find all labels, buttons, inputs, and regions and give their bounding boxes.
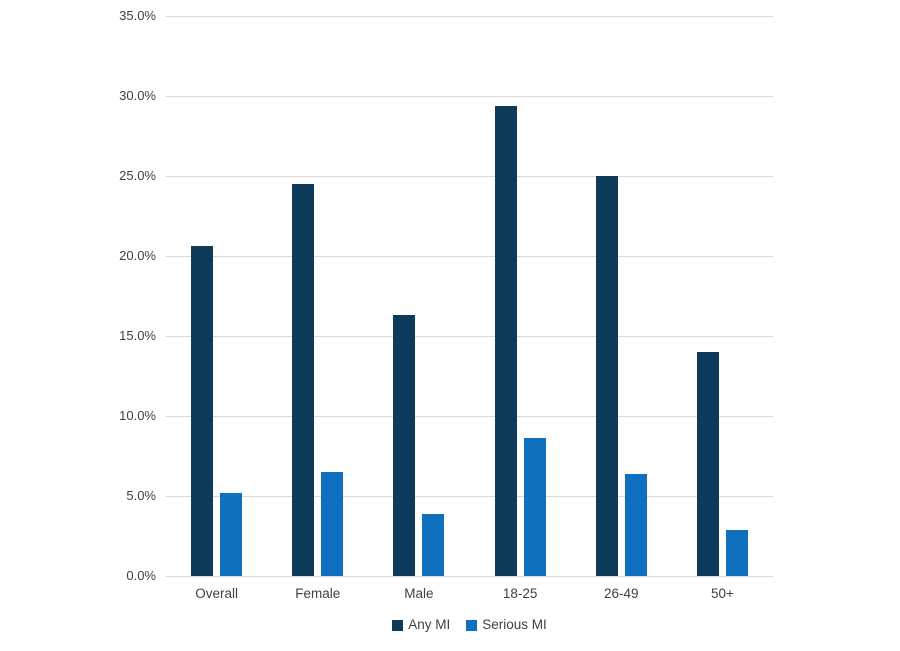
- bar-group-female: [267, 16, 368, 576]
- legend-label: Serious MI: [482, 617, 547, 632]
- bar-group-male: [368, 16, 469, 576]
- y-tick-label: 35.0%: [119, 8, 156, 23]
- x-category-label: Overall: [195, 586, 238, 601]
- gridline: [166, 16, 773, 17]
- legend-label: Any MI: [408, 617, 451, 632]
- x-category-label: 50+: [710, 586, 734, 601]
- y-tick-label: 0.0%: [126, 568, 156, 583]
- bar-any-mi: [595, 176, 618, 576]
- bar-serious-mi: [523, 438, 546, 576]
- y-tick-label: 25.0%: [119, 168, 156, 183]
- x-axis-labels: Overall Female Male 18-25 26-49 50+: [166, 585, 773, 603]
- bar-group-50-: [672, 16, 773, 576]
- bar-serious-mi: [624, 473, 647, 576]
- bar-groups: [166, 16, 773, 576]
- bar-serious-mi: [220, 492, 243, 576]
- y-tick-label: 10.0%: [119, 408, 156, 423]
- bar-any-mi: [696, 352, 719, 576]
- gridline: [166, 496, 773, 497]
- x-category-label: Female: [295, 586, 341, 601]
- y-tick-label: 5.0%: [126, 488, 156, 503]
- legend-item-any-mi: Any MI: [392, 616, 450, 634]
- legend-swatch-icon: [392, 619, 404, 631]
- bar-serious-mi: [422, 513, 445, 576]
- bar-any-mi: [292, 184, 315, 576]
- bar-any-mi: [191, 246, 214, 576]
- x-category-label: 26-49: [604, 586, 639, 601]
- gridline: [166, 256, 773, 257]
- bar-group-26-49: [571, 16, 672, 576]
- bar-group-18-25: [470, 16, 571, 576]
- bar-serious-mi: [725, 529, 748, 576]
- gridline: [166, 336, 773, 337]
- bar-any-mi: [494, 105, 517, 576]
- gridline: [166, 96, 773, 97]
- y-tick-label: 15.0%: [119, 328, 156, 343]
- y-tick-label: 20.0%: [119, 248, 156, 263]
- bar-serious-mi: [321, 472, 344, 576]
- x-category-label: 18-25: [502, 586, 538, 601]
- gridline: [166, 176, 773, 177]
- y-tick-label: 30.0%: [119, 88, 156, 103]
- plot-area: 0.0% 5.0% 10.0% 15.0% 20.0% 25.0% 30.0% 35.0%: [119, 8, 773, 583]
- bar-group-overall: [166, 16, 267, 576]
- legend-item-serious-mi: Serious MI: [466, 616, 547, 634]
- bar-any-mi: [393, 315, 416, 576]
- gridline: [166, 416, 773, 417]
- chart-legend: Any MI Serious MI: [166, 616, 773, 634]
- gridline: [166, 576, 773, 577]
- x-category-label: Male: [404, 586, 434, 601]
- legend-swatch-icon: [466, 619, 478, 631]
